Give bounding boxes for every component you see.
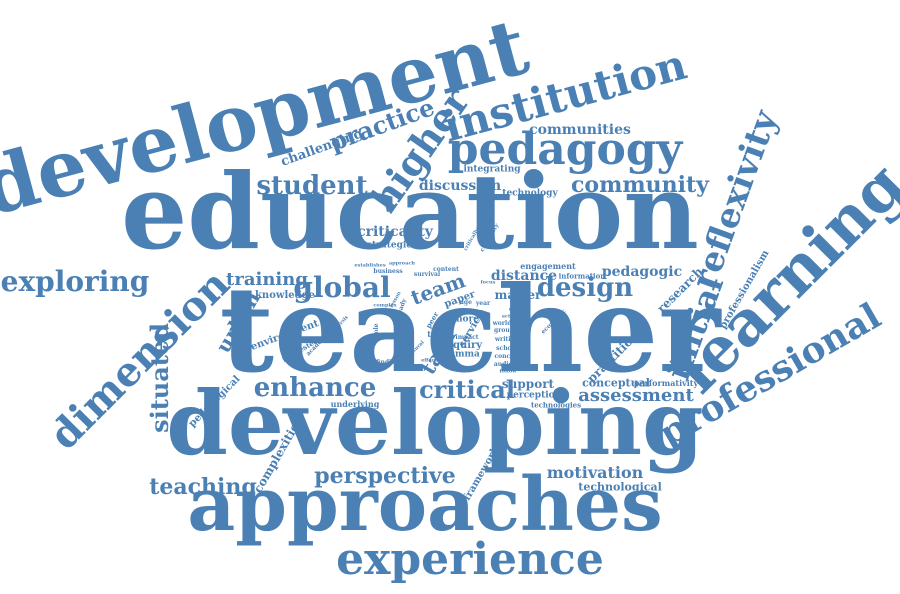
word-knowledge: knowledge	[255, 290, 315, 301]
word-communities: communities	[529, 122, 631, 138]
word-design: design	[536, 273, 634, 303]
word-discussion: discussion	[418, 178, 502, 194]
word-technology: technology	[502, 188, 558, 199]
word-experience: experience	[336, 534, 604, 585]
word-integrating: integrating	[463, 164, 521, 175]
word-student: student	[256, 171, 368, 201]
word-business: business	[373, 268, 403, 275]
word-concern: concern	[494, 353, 522, 360]
word-group: group	[494, 327, 514, 334]
word-age: age	[460, 299, 472, 306]
word-engagement: engagement	[520, 261, 576, 271]
word-support: support	[501, 377, 555, 391]
word-conceptual: conceptual	[582, 376, 650, 390]
word-pedagogy: pedagogy	[447, 124, 683, 175]
word-community: community	[571, 172, 709, 198]
word-follow: follow	[499, 368, 517, 375]
word-year: year	[475, 300, 491, 307]
word-exploring: exploring	[0, 265, 150, 298]
word-pedagogic: pedagogic	[601, 264, 683, 280]
word-master: master	[494, 288, 542, 302]
word-technological: technological	[578, 480, 662, 494]
word-more: more	[453, 314, 479, 325]
word-active: active	[501, 313, 519, 320]
word-teaching: teaching	[149, 474, 257, 500]
word-perception: perception	[506, 390, 562, 401]
word-technologies: technologies	[530, 400, 582, 410]
word-inquiry: inquiry	[441, 340, 483, 351]
word-information: information	[558, 271, 606, 281]
word-school: school	[496, 345, 518, 352]
word-approach: approach	[388, 260, 416, 267]
word-situated: situated	[145, 323, 174, 433]
word-approaches: approaches	[187, 462, 663, 548]
word-content: content	[433, 266, 459, 273]
word-audience: audience	[493, 361, 525, 368]
word-teacher: teacher	[219, 260, 721, 399]
word-global: global	[293, 271, 391, 304]
word-impact: impact	[455, 334, 479, 341]
word-effective: effective	[421, 357, 445, 364]
word-developing: developing	[166, 371, 704, 475]
word-policy: policy	[466, 308, 484, 315]
word-underlying: underlying	[330, 399, 380, 409]
word-assessment: assessment	[578, 385, 694, 406]
word-world: world	[492, 320, 512, 327]
word-needs: needs	[508, 306, 526, 313]
word-complex: complex	[373, 302, 397, 309]
word-criticality: criticality	[357, 224, 433, 240]
word-finding: finding	[376, 359, 400, 366]
word-motivation: motivation	[546, 463, 644, 482]
word-enhance: enhance	[253, 373, 377, 403]
word-term: term	[427, 329, 449, 339]
word-dilemma: dilemma	[436, 349, 480, 360]
word-distance: distance	[490, 268, 558, 284]
word-writing: writing	[494, 336, 520, 343]
word-critical: critical	[419, 375, 515, 404]
word-establishes: establishes	[354, 262, 386, 269]
word-education: education	[121, 150, 699, 273]
word-survival: survival	[413, 271, 441, 278]
word-focus: focus	[480, 279, 496, 286]
word-perspective: perspective	[314, 463, 456, 489]
word-training: training	[226, 269, 308, 290]
word-strategies: strategies	[366, 240, 418, 251]
word-role: role	[373, 323, 380, 337]
word-performativity: performativity	[633, 378, 699, 388]
